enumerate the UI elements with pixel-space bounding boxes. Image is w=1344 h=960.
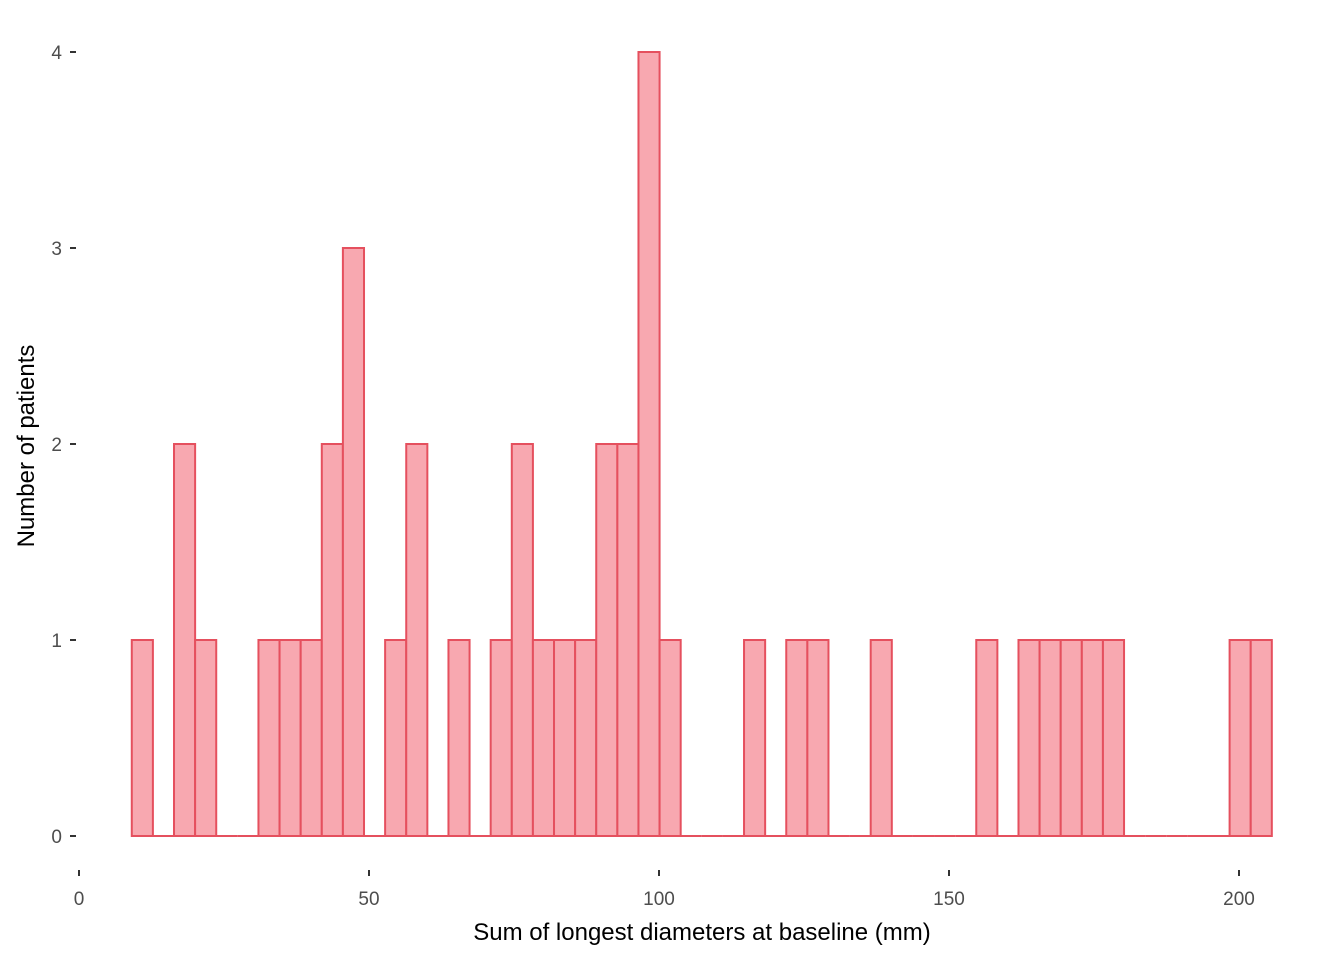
histogram-bar xyxy=(1017,639,1041,837)
histogram-bar xyxy=(447,639,471,837)
histogram-bar xyxy=(531,639,556,837)
histogram-bar xyxy=(1038,639,1062,837)
histogram-bar xyxy=(489,639,513,837)
x-axis: 0 50 100 150 200 xyxy=(74,870,1255,910)
histogram-bar xyxy=(173,443,197,837)
y-tick-label: 4 xyxy=(51,43,62,64)
histogram-bar xyxy=(616,443,640,837)
histogram-bar xyxy=(553,639,577,837)
x-tick-label: 0 xyxy=(74,889,85,910)
histogram-bar xyxy=(510,443,534,837)
histogram-bar xyxy=(1101,639,1126,837)
histogram-bar xyxy=(341,247,366,837)
y-tick-label: 1 xyxy=(51,631,62,652)
y-axis-title: Number of patients xyxy=(13,345,40,548)
histogram-bar xyxy=(574,639,598,837)
histogram-bar xyxy=(806,639,830,837)
histogram-bar xyxy=(194,639,218,837)
histogram-bar xyxy=(743,639,767,837)
histogram-bar xyxy=(130,639,154,837)
y-tick-label: 3 xyxy=(51,239,62,260)
histogram-bar xyxy=(637,51,661,837)
histogram-bar xyxy=(1249,639,1273,837)
histogram-bar xyxy=(595,443,619,837)
histogram-bar xyxy=(785,639,809,837)
x-tick-label: 100 xyxy=(643,889,675,910)
histogram-bar xyxy=(278,639,302,837)
y-tick-label: 0 xyxy=(51,827,62,848)
y-tick-label: 2 xyxy=(51,435,62,456)
bars-group xyxy=(130,51,1273,837)
histogram-bar xyxy=(658,639,682,837)
x-axis-title: Sum of longest diameters at baseline (mm… xyxy=(473,919,931,946)
x-tick-label: 200 xyxy=(1223,889,1255,910)
histogram-bar xyxy=(1059,639,1083,837)
y-axis: 0 1 2 3 4 xyxy=(51,43,76,848)
x-tick-label: 50 xyxy=(358,889,379,910)
histogram-bar xyxy=(1080,639,1104,837)
histogram-bar xyxy=(1228,639,1252,837)
x-tick-label: 150 xyxy=(933,889,965,910)
histogram-bar xyxy=(299,639,323,837)
histogram-bar xyxy=(405,443,429,837)
histogram-bar xyxy=(975,639,999,837)
histogram-bar xyxy=(257,639,281,837)
histogram-bar xyxy=(869,639,893,837)
histogram-bar xyxy=(384,639,408,837)
histogram-bar xyxy=(320,443,344,837)
